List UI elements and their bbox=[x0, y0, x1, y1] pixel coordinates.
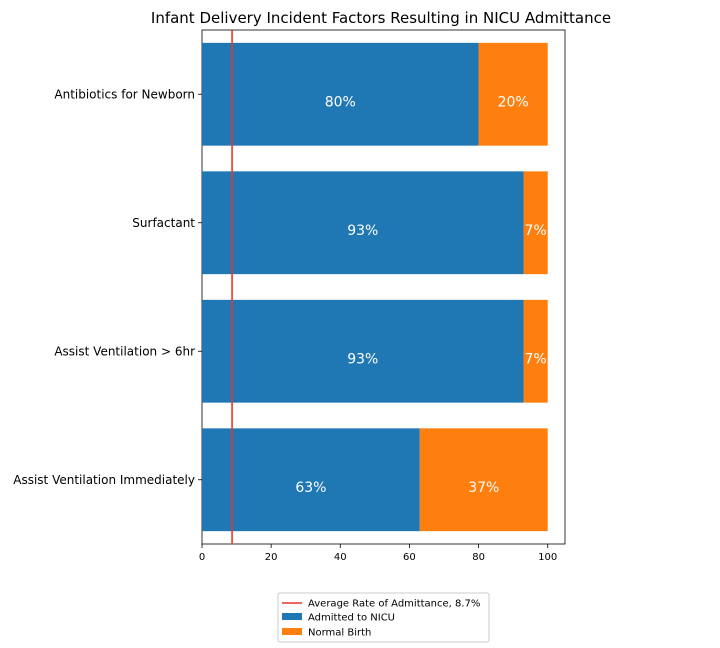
x-tick-label-0: 0 bbox=[199, 552, 205, 563]
bar-normal-3 bbox=[419, 428, 548, 532]
y-tick-label-0: Antibiotics for Newborn bbox=[54, 87, 195, 101]
bar-admitted-3 bbox=[202, 428, 420, 532]
x-tick-label-5: 100 bbox=[538, 552, 557, 563]
data-label-admitted-2: 93% bbox=[347, 351, 378, 367]
x-tick-label-2: 40 bbox=[334, 552, 347, 563]
legend-swatch-normal bbox=[282, 628, 302, 635]
data-label-normal-3: 37% bbox=[468, 480, 499, 496]
data-label-admitted-3: 63% bbox=[295, 480, 326, 496]
data-label-admitted-1: 93% bbox=[347, 223, 378, 239]
x-tick-label-1: 20 bbox=[265, 552, 278, 563]
chart-title: Infant Delivery Incident Factors Resulti… bbox=[151, 9, 611, 27]
legend-label-normal: Normal Birth bbox=[308, 628, 371, 639]
legend-swatch-admitted bbox=[282, 613, 302, 620]
legend: Average Rate of Admittance, 8.7% Admitted… bbox=[277, 592, 490, 643]
bar-admitted-1 bbox=[202, 171, 524, 275]
x-tick-label-4: 80 bbox=[472, 552, 485, 563]
bar-normal-1 bbox=[523, 171, 548, 275]
data-label-normal-0: 20% bbox=[498, 94, 529, 110]
legend-label-admitted: Admitted to NICU bbox=[308, 613, 395, 624]
bar-normal-0 bbox=[478, 42, 548, 146]
y-tick-label-2: Assist Ventilation > 6hr bbox=[54, 344, 195, 358]
bar-normal-2 bbox=[523, 299, 548, 403]
x-tick-label-3: 60 bbox=[403, 552, 416, 563]
plot-area: 80% 20% Antibiotics for Newborn 93% 7% Surfac… bbox=[13, 29, 566, 563]
data-label-admitted-0: 80% bbox=[325, 94, 356, 110]
legend-box bbox=[277, 592, 490, 643]
data-label-normal-1: 7% bbox=[525, 223, 547, 239]
y-tick-label-1: Surfactant bbox=[132, 216, 195, 230]
legend-label-average: Average Rate of Admittance, 8.7% bbox=[308, 599, 480, 610]
plot-frame bbox=[201, 29, 566, 545]
y-tick-label-3: Assist Ventilation Immediately bbox=[13, 473, 195, 487]
bar-admitted-0 bbox=[202, 42, 479, 146]
data-label-normal-2: 7% bbox=[525, 351, 547, 367]
bar-admitted-2 bbox=[202, 299, 524, 403]
